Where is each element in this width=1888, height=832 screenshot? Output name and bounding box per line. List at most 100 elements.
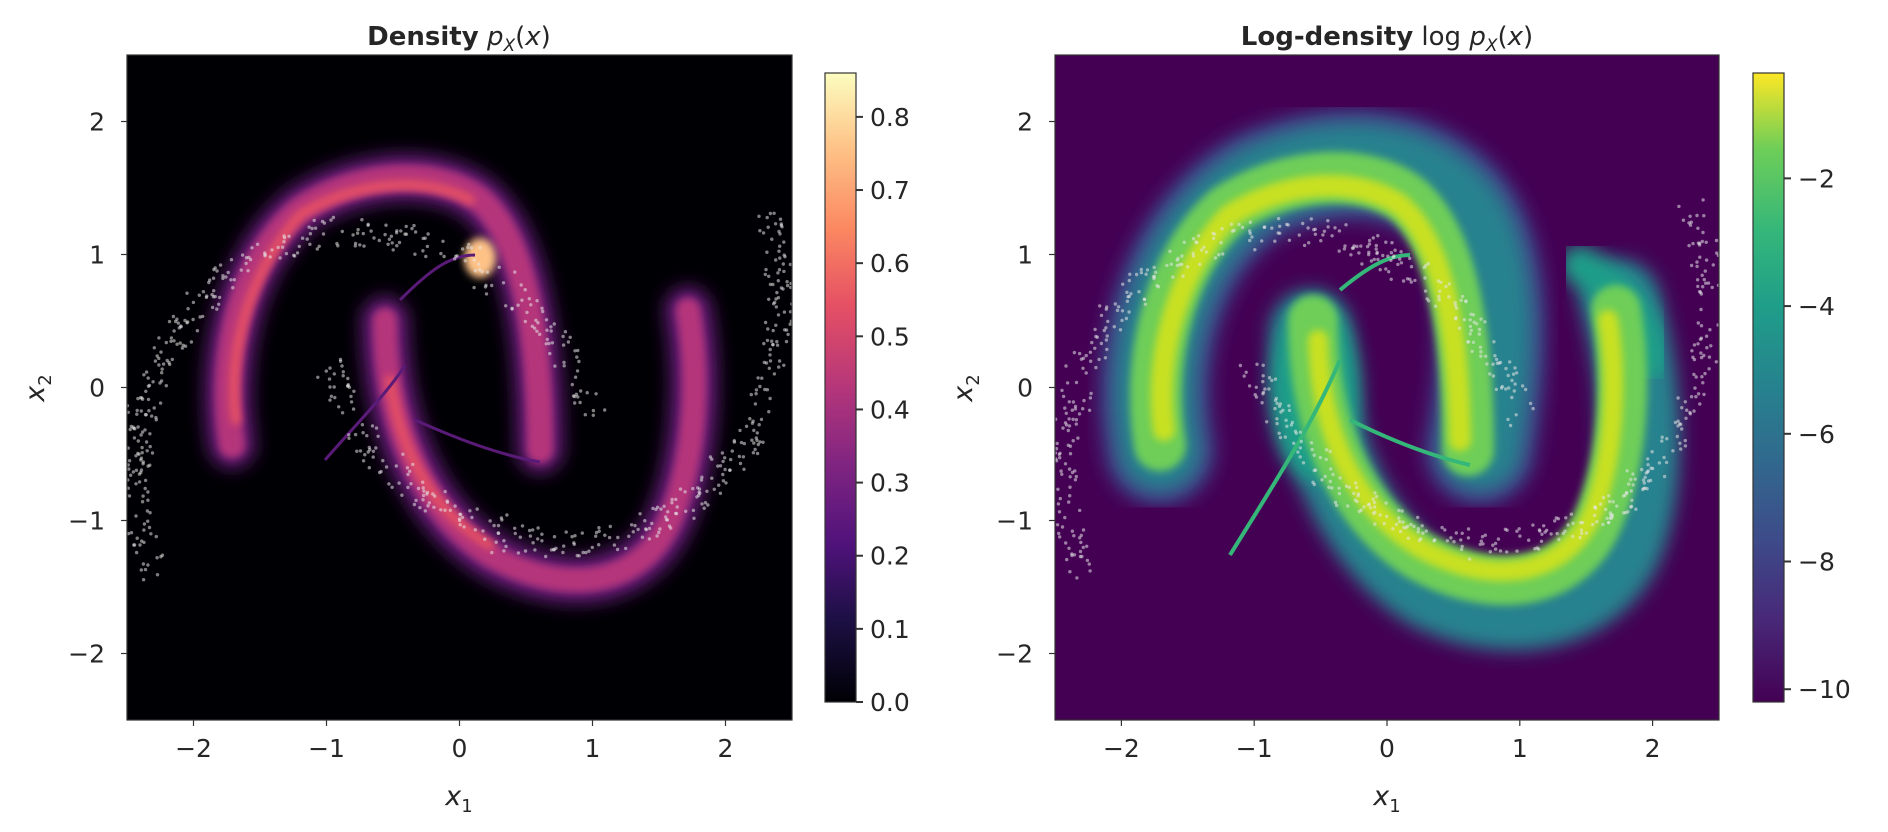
colorbar-tick-label: −8 [1798, 548, 1835, 577]
logdensity-filament [1228, 253, 1471, 557]
sample-point [1398, 257, 1402, 261]
sample-point [1696, 226, 1700, 230]
sample-point [270, 248, 274, 252]
sample-point [305, 237, 309, 241]
sample-point [1397, 508, 1401, 513]
sample-point [1074, 422, 1079, 426]
sample-point [1651, 466, 1655, 471]
sample-point [496, 523, 501, 528]
sample-point [665, 518, 670, 522]
sample-point [1376, 257, 1380, 262]
sample-point [1687, 243, 1691, 248]
sample-point [1055, 459, 1059, 463]
sample-point [1378, 513, 1382, 517]
sample-point [1273, 377, 1278, 381]
sample-point [324, 369, 328, 373]
sample-point [1664, 460, 1669, 465]
sample-point [1475, 322, 1479, 326]
sample-point [550, 341, 555, 345]
sample-point [394, 464, 398, 468]
sample-point [675, 505, 679, 509]
sample-point [766, 225, 770, 229]
sample-point [761, 440, 765, 444]
sample-point [329, 218, 333, 222]
sample-point [244, 261, 248, 266]
sample-point [594, 392, 598, 396]
sample-point [1542, 524, 1546, 528]
sample-point [504, 544, 508, 549]
sample-point [356, 227, 360, 232]
sample-point [1494, 357, 1499, 362]
sample-point [1371, 236, 1376, 240]
sample-point [212, 267, 216, 272]
sample-point [1696, 284, 1700, 289]
sample-point [1508, 360, 1512, 364]
sample-point [1504, 366, 1508, 371]
sample-point [1328, 449, 1332, 454]
sample-point [1355, 244, 1359, 249]
sample-point [158, 381, 162, 385]
sample-point [702, 506, 706, 510]
sample-point [1072, 534, 1076, 538]
sample-point [478, 245, 482, 250]
sample-point [1197, 234, 1201, 238]
sample-point [1068, 485, 1072, 489]
sample-point [612, 543, 617, 547]
sample-point [1630, 498, 1634, 502]
sample-point [397, 481, 401, 485]
sample-point [1373, 522, 1377, 526]
sample-point [141, 462, 145, 466]
sample-point [1337, 486, 1341, 490]
sample-point [776, 279, 780, 283]
sample-point [153, 359, 158, 363]
sample-point [355, 231, 360, 235]
sample-point [472, 258, 476, 262]
sample-point [756, 442, 760, 447]
sample-point [1324, 457, 1328, 462]
sample-point [1237, 222, 1241, 227]
sample-point [782, 310, 787, 314]
sample-point [752, 428, 756, 433]
sample-point [778, 244, 782, 248]
sample-point [1115, 308, 1120, 313]
sample-point [422, 489, 426, 493]
sample-point [576, 395, 580, 399]
sample-point [692, 516, 696, 520]
sample-point [278, 256, 282, 260]
colorbar-tick-label: 0.8 [870, 103, 910, 132]
sample-point [458, 523, 462, 527]
sample-point [1334, 503, 1339, 508]
sample-point [1416, 527, 1421, 531]
sample-point [300, 236, 305, 240]
sample-point [519, 283, 523, 287]
sample-point [504, 304, 508, 308]
sample-point [757, 423, 761, 427]
sample-point [1105, 334, 1109, 338]
sample-point [1471, 340, 1476, 344]
sample-point [1699, 307, 1703, 312]
sample-point [710, 476, 714, 480]
sample-point [753, 447, 757, 452]
sample-point [718, 464, 723, 468]
sample-point [1248, 231, 1252, 236]
sample-point [221, 274, 225, 278]
sample-point [1068, 452, 1073, 456]
sample-point [513, 531, 517, 536]
sample-point [647, 537, 652, 541]
sample-point [1703, 371, 1707, 376]
sample-point [1646, 457, 1650, 461]
sample-point [175, 317, 179, 321]
sample-point [532, 326, 537, 330]
sample-point [287, 234, 291, 238]
sample-point [776, 271, 780, 275]
sample-point [1470, 349, 1474, 354]
sample-point [540, 306, 544, 310]
sample-point [1287, 404, 1291, 408]
sample-point [400, 493, 404, 497]
sample-point [1511, 372, 1516, 376]
sample-point [292, 254, 297, 258]
sample-point [1389, 258, 1393, 262]
sample-point [361, 431, 365, 435]
sample-point [426, 504, 430, 508]
sample-point [361, 459, 366, 463]
